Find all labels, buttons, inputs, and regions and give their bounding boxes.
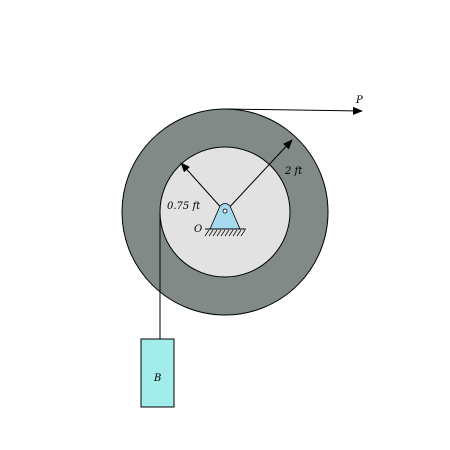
- ground-hatching: [204, 229, 246, 237]
- pin-hole: [222, 208, 228, 214]
- support-body: [209, 203, 241, 230]
- inner-radius-arrow: [180, 162, 226, 213]
- outer-radius-label: 2 ft: [284, 166, 303, 177]
- pin-support: [204, 203, 246, 237]
- block-b: [140, 338, 175, 408]
- cable-to-force: [224, 106, 363, 115]
- outer-radius-arrow: [224, 139, 293, 213]
- force-label: P: [355, 95, 363, 106]
- block-label: B: [153, 373, 161, 384]
- inner-radius-label: 0.75 ft: [167, 201, 201, 212]
- pivot-label: O: [194, 224, 202, 235]
